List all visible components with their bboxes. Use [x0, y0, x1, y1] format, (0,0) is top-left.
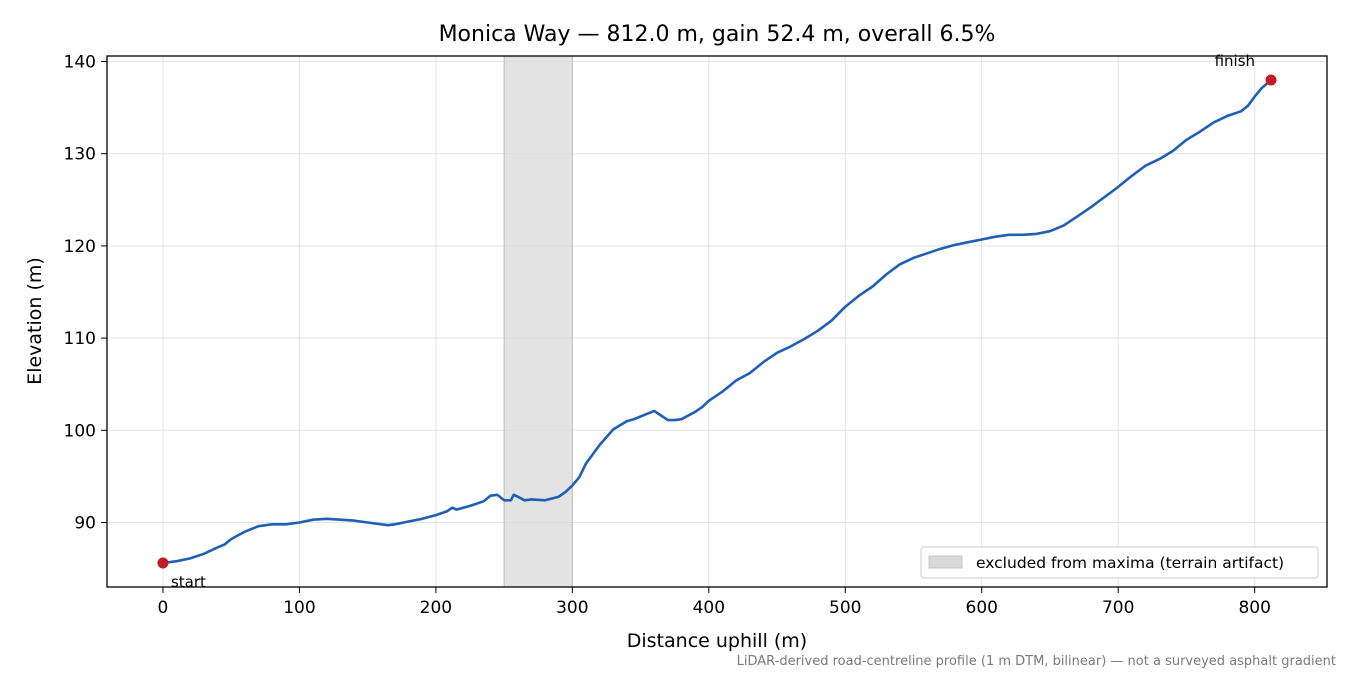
finish-marker — [1265, 74, 1277, 86]
y-tick-label: 110 — [64, 329, 96, 349]
legend-box — [920, 546, 1319, 579]
y-tick-label: 100 — [64, 421, 96, 441]
x-axis-label: Distance uphill (m) — [627, 630, 807, 652]
marker-layer: start finish — [157, 52, 1277, 591]
plot-frame — [106, 55, 1328, 588]
footnote: LiDAR-derived road-centreline profile (1… — [737, 654, 1336, 669]
start-label: start — [171, 573, 206, 591]
finish-label: finish — [1215, 52, 1255, 70]
x-tick-label: 0 — [158, 598, 169, 618]
x-tick-label: 200 — [420, 598, 452, 618]
series-layer — [161, 78, 1273, 565]
y-tick-label: 130 — [64, 145, 96, 165]
y-tick-label: 140 — [64, 53, 96, 73]
x-tick-label: 300 — [556, 598, 588, 618]
legend-label: excluded from maxima (terrain artifact) — [976, 554, 1284, 572]
y-axis-ticks: 90 100 110 120 130 140 — [64, 53, 107, 533]
excluded-band — [503, 55, 573, 588]
x-axis-ticks: 0 100 200 300 400 500 600 700 800 — [158, 587, 1271, 618]
chart-title: Monica Way — 812.0 m, gain 52.4 m, overa… — [439, 22, 996, 47]
excluded-band-layer — [503, 55, 573, 588]
x-tick-label: 800 — [1238, 598, 1270, 618]
y-tick-label: 120 — [64, 237, 96, 257]
x-tick-label: 700 — [1102, 598, 1134, 618]
x-tick-label: 500 — [829, 598, 861, 618]
legend: excluded from maxima (terrain artifact) — [920, 546, 1319, 579]
x-tick-label: 600 — [966, 598, 998, 618]
x-tick-label: 400 — [693, 598, 725, 618]
x-tick-label: 100 — [283, 598, 315, 618]
elevation-line — [161, 78, 1273, 565]
start-marker — [157, 557, 169, 569]
grid — [107, 56, 1327, 587]
legend-swatch — [928, 555, 963, 569]
y-axis-label: Elevation (m) — [24, 257, 46, 385]
y-tick-label: 90 — [74, 513, 96, 533]
